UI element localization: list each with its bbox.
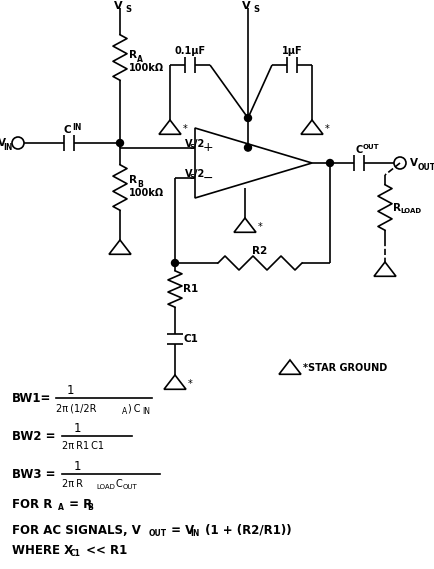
Text: 100kΩ: 100kΩ: [129, 63, 164, 73]
Text: OUT: OUT: [417, 163, 434, 171]
Text: OUT: OUT: [149, 529, 167, 538]
Text: R2: R2: [252, 246, 267, 256]
Text: *: *: [187, 379, 192, 389]
Text: A: A: [58, 502, 64, 512]
Text: = V: = V: [167, 523, 194, 537]
Text: 0.1μF: 0.1μF: [174, 46, 205, 56]
Text: << R1: << R1: [82, 543, 127, 556]
Text: 1: 1: [74, 422, 81, 435]
Text: *: *: [183, 124, 187, 134]
Text: S: S: [253, 5, 258, 14]
Text: C: C: [355, 145, 362, 155]
Text: R: R: [392, 203, 400, 212]
Text: A: A: [137, 55, 142, 64]
Text: OUT: OUT: [362, 144, 379, 150]
Text: FOR R: FOR R: [12, 497, 52, 510]
Text: R: R: [129, 175, 137, 185]
Text: WHERE X: WHERE X: [12, 543, 73, 556]
Text: *: *: [324, 124, 329, 134]
Text: 2π (1/2R: 2π (1/2R: [56, 403, 96, 413]
Text: C: C: [63, 125, 71, 135]
Text: V: V: [184, 139, 191, 149]
Text: V: V: [184, 170, 191, 179]
Text: 1: 1: [67, 384, 74, 397]
Text: BW1=: BW1=: [12, 391, 51, 405]
Text: B: B: [87, 502, 92, 512]
Text: S: S: [188, 143, 194, 150]
Text: LOAD: LOAD: [399, 208, 420, 213]
Text: B: B: [137, 179, 142, 188]
Text: A: A: [122, 406, 127, 415]
Text: V: V: [113, 1, 122, 11]
Text: 2π R1 C1: 2π R1 C1: [62, 441, 104, 451]
Text: (1 + (R2/R1)): (1 + (R2/R1)): [201, 523, 291, 537]
Text: R: R: [129, 50, 137, 60]
Text: BW2 =: BW2 =: [12, 430, 56, 443]
Text: S: S: [125, 5, 131, 14]
Text: *STAR GROUND: *STAR GROUND: [302, 363, 386, 373]
Text: C: C: [116, 479, 122, 489]
Text: = R: = R: [65, 497, 92, 510]
Text: S: S: [188, 175, 194, 180]
Text: BW3 =: BW3 =: [12, 468, 56, 480]
Text: IN: IN: [190, 529, 199, 538]
Text: /2: /2: [194, 170, 204, 179]
Text: C1: C1: [70, 549, 81, 558]
Circle shape: [244, 144, 251, 151]
Text: 2π R: 2π R: [62, 479, 83, 489]
Text: IN: IN: [72, 122, 81, 131]
Text: −: −: [203, 172, 213, 185]
Text: ) C: ) C: [128, 403, 140, 413]
Text: +: +: [203, 141, 213, 154]
Text: IN: IN: [141, 406, 150, 415]
Text: LOAD: LOAD: [96, 484, 115, 490]
Text: V: V: [409, 158, 417, 168]
Text: 1μF: 1μF: [281, 46, 302, 56]
Text: C1: C1: [183, 334, 197, 344]
Text: 100kΩ: 100kΩ: [129, 188, 164, 198]
Circle shape: [244, 114, 251, 122]
Circle shape: [171, 259, 178, 266]
Text: V: V: [0, 138, 6, 148]
Text: IN: IN: [3, 142, 13, 151]
Circle shape: [116, 139, 123, 146]
Text: *: *: [257, 222, 262, 232]
Text: FOR AC SIGNALS, V: FOR AC SIGNALS, V: [12, 523, 141, 537]
Text: OUT: OUT: [123, 484, 138, 490]
Text: R1: R1: [183, 284, 198, 294]
Text: 1: 1: [74, 460, 81, 472]
Text: V: V: [241, 1, 250, 11]
Text: /2: /2: [194, 139, 204, 149]
Circle shape: [326, 159, 333, 167]
